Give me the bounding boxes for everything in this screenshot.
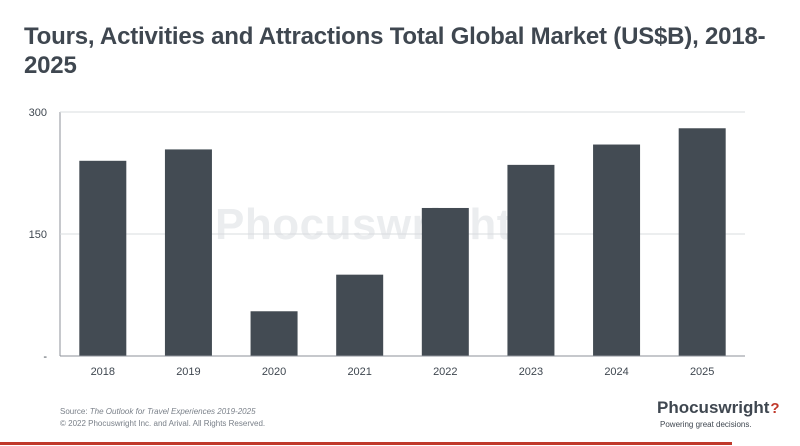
bar-2024 [593, 144, 641, 356]
chart-title: Tours, Activities and Attractions Total … [24, 23, 766, 79]
bar-2020 [250, 311, 298, 356]
bar-2018 [79, 160, 127, 356]
x-tick-label: 2020 [262, 366, 286, 378]
y-tick-label: - [43, 351, 47, 363]
logo-mark-icon: ? [770, 400, 780, 417]
logo-wordmark: Phocuswright [657, 398, 770, 417]
copyright-note: © 2022 Phocuswright Inc. and Arival. All… [60, 419, 266, 428]
bar-2022 [421, 207, 469, 356]
bar-2023 [507, 164, 555, 356]
logo-tagline: Powering great decisions. [660, 420, 752, 429]
phocuswright-logo: Phocuswright? [657, 398, 780, 418]
bar-2021 [336, 274, 384, 356]
bar-2019 [164, 149, 212, 356]
bar-2025 [678, 128, 726, 356]
x-tick-label: 2018 [91, 366, 115, 378]
accent-bar [0, 442, 732, 445]
x-tick-label: 2022 [433, 366, 457, 378]
source-note: Source: The Outlook for Travel Experienc… [60, 407, 256, 416]
y-tick-label: 300 [29, 107, 47, 119]
y-tick-label: 150 [29, 229, 47, 241]
x-tick-label: 2021 [347, 366, 371, 378]
x-tick-label: 2025 [690, 366, 714, 378]
x-tick-label: 2023 [519, 366, 543, 378]
source-title: The Outlook for Travel Experiences 2019-… [89, 407, 256, 416]
x-tick-label: 2019 [176, 366, 200, 378]
x-tick-label: 2024 [604, 366, 628, 378]
source-prefix: Source: [60, 407, 90, 416]
